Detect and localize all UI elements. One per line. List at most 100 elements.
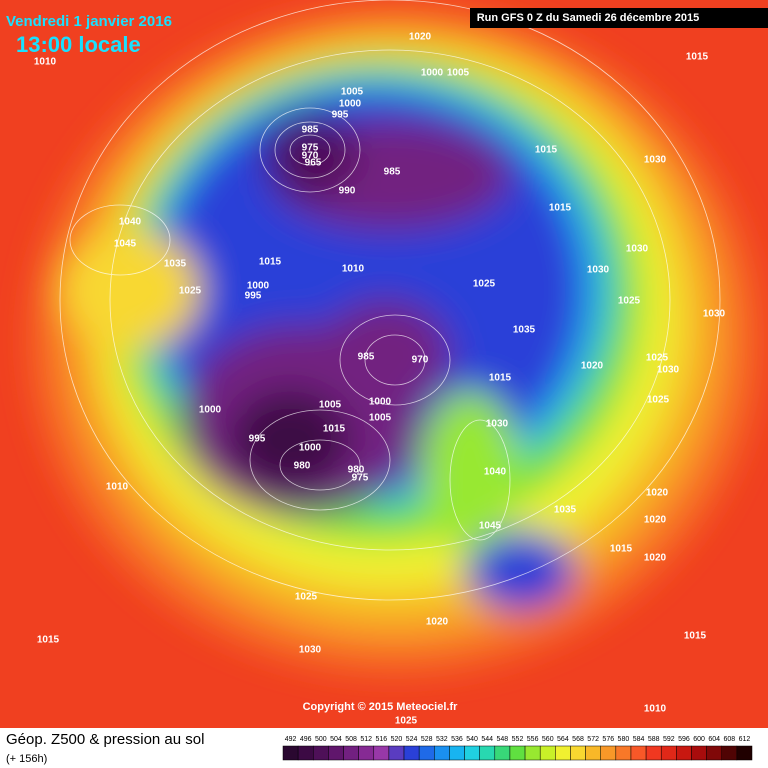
- isobar-label: 980: [348, 465, 365, 476]
- isobar-label: 975: [302, 143, 319, 154]
- isobar-label: 1010: [342, 264, 365, 275]
- isobar-label: 1015: [323, 424, 346, 435]
- isobar-label: 1025: [395, 716, 418, 727]
- isobar-label: 1020: [426, 617, 449, 628]
- colorbar-swatch: [615, 745, 632, 761]
- colorbar-label: 524: [406, 736, 418, 743]
- isobar-label: 1025: [647, 395, 670, 406]
- isobar-label: 1005: [319, 400, 342, 411]
- colorbar-label: 596: [678, 736, 690, 743]
- colorbar-label: 508: [345, 736, 357, 743]
- isobar-label: 1005: [369, 413, 392, 424]
- isobar-label: 1020: [581, 361, 604, 372]
- colorbar-swatch: [418, 745, 435, 761]
- colorbar-label: 544: [481, 736, 493, 743]
- time: 13:00 locale: [16, 32, 141, 57]
- colorbar-swatch: [403, 745, 420, 761]
- colorbar-label: 568: [572, 736, 584, 743]
- colorbar-label: 492: [285, 736, 297, 743]
- colorbar-label: 548: [497, 736, 509, 743]
- isobar-label: 1030: [644, 155, 667, 166]
- isobar-label: 1015: [259, 257, 282, 268]
- isobar-label: 990: [339, 186, 356, 197]
- isobar-label: 1000: [421, 68, 444, 79]
- isobar-label: 970: [302, 151, 319, 162]
- isobar-label: 1025: [473, 279, 496, 290]
- isobar-label: 1005: [341, 87, 364, 98]
- colorbar-label: 600: [693, 736, 705, 743]
- map-title: Géop. Z500 & pression au sol: [6, 731, 204, 748]
- colorbar-label: 500: [315, 736, 327, 743]
- colorbar-label: 536: [451, 736, 463, 743]
- colorbar-swatch: [630, 745, 647, 761]
- isobars: [59, 0, 721, 601]
- colorbar-swatch: [524, 745, 541, 761]
- isobar-label: 1030: [486, 419, 509, 430]
- colorbar: 492 496 500 504 508 512 516 520 524 528 532 536 540 5…: [282, 736, 753, 761]
- colorbar-label: 520: [391, 736, 403, 743]
- colorbar-label: 564: [557, 736, 569, 743]
- colorbar-label: 540: [466, 736, 478, 743]
- colorbar-swatch: [449, 745, 465, 761]
- isobar-label: 1010: [106, 482, 129, 493]
- colorbar-label: 608: [723, 736, 735, 743]
- colorbar-label: 604: [708, 736, 720, 743]
- geopotential-field: [0, 0, 768, 728]
- isobar-label: 995: [245, 291, 262, 302]
- colorbar-swatch: [706, 745, 722, 761]
- colorbar-swatch: [434, 745, 450, 761]
- colorbar-swatch: [555, 745, 571, 761]
- colorbar-label: 552: [512, 736, 524, 743]
- colorbar-label: 588: [648, 736, 660, 743]
- colorbar-swatch: [509, 745, 526, 761]
- isobar-label: 1020: [646, 488, 669, 499]
- isobar-label: 1005: [447, 68, 470, 79]
- colorbar-swatch: [282, 745, 299, 761]
- lead-time: (+ 156h): [6, 753, 47, 765]
- isobar-label: 1025: [618, 296, 641, 307]
- isobar-label: 985: [358, 352, 375, 363]
- isobar-label: 1015: [535, 145, 558, 156]
- colorbar-swatch: [676, 745, 692, 761]
- colorbar-label: 512: [360, 736, 372, 743]
- colorbar-swatch: [464, 745, 480, 761]
- colorbar-swatch: [585, 745, 601, 761]
- colorbar-label: 580: [618, 736, 630, 743]
- isobar-label: 1000: [339, 99, 362, 110]
- isobar-label: 1030: [587, 265, 610, 276]
- colorbar-swatch: [388, 745, 405, 761]
- colorbar-label: 584: [633, 736, 645, 743]
- isobar-label: 995: [249, 434, 266, 445]
- date: Vendredi 1 janvier 2016: [6, 13, 172, 30]
- colorbar-swatch: [736, 745, 753, 761]
- isobar-label: 1000: [199, 405, 222, 416]
- colorbar-label: 592: [663, 736, 675, 743]
- isobar-label: 1015: [610, 544, 633, 555]
- colorbar-label: 496: [300, 736, 312, 743]
- isobar-label: 1045: [114, 239, 137, 250]
- colorbar-label: 572: [587, 736, 599, 743]
- isobar-label: 1015: [686, 52, 709, 63]
- isobar-label: 1010: [644, 704, 667, 715]
- isobar-label: 1015: [684, 631, 707, 642]
- isobar-label: 1000: [247, 281, 270, 292]
- colorbar-label: 560: [542, 736, 554, 743]
- isobar-label: 1020: [644, 553, 667, 564]
- colorbar-label: 556: [527, 736, 539, 743]
- copyright: Copyright © 2015 Meteociel.fr: [303, 701, 459, 713]
- colorbar-swatch: [660, 745, 677, 761]
- isobar-label: 975: [352, 473, 369, 484]
- isobar-label: 1040: [119, 217, 142, 228]
- isobar-label: 1025: [295, 592, 318, 603]
- colorbar-swatch: [645, 745, 662, 761]
- isobar-label: 1000: [369, 397, 392, 408]
- colorbar-label: 528: [421, 736, 433, 743]
- isobar-label: 1010: [34, 57, 57, 68]
- isobar-label: 965: [305, 158, 322, 169]
- isobar-label: 1020: [644, 515, 667, 526]
- isobar-label: 995: [332, 110, 349, 121]
- colorbar-label: 516: [375, 736, 387, 743]
- isobar-label: 1035: [554, 505, 577, 516]
- colorbar-swatch: [494, 745, 511, 761]
